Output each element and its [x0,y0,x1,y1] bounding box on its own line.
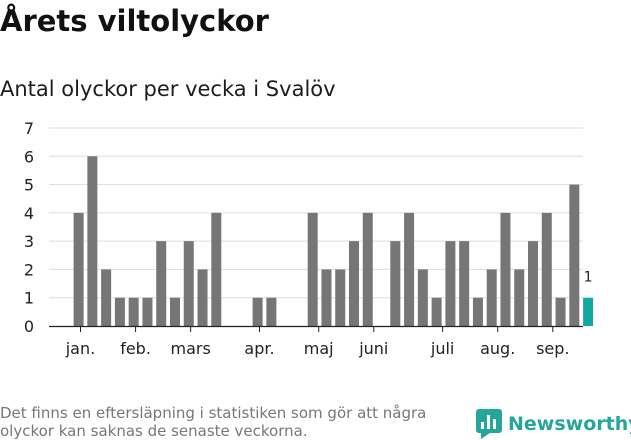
bar [500,212,511,326]
bar [156,241,167,326]
bar [211,212,222,326]
x-tick-label: aug. [480,339,515,358]
bar [87,156,98,326]
bar [528,241,539,326]
x-tick-label: apr. [244,339,274,358]
bar [362,212,373,326]
bar [142,297,153,326]
bar [445,241,456,326]
bar [390,241,401,326]
brand-logo[interactable]: Newsworthy [476,408,631,440]
bar [321,269,332,326]
bar [514,269,525,326]
x-tick-label: juli [430,339,454,358]
bar [73,212,84,326]
x-tick-label: jan. [65,339,95,358]
bar [404,212,415,326]
bar [472,297,483,326]
bar [307,212,318,326]
bar [183,241,194,326]
bar [128,297,139,326]
y-tick-label: 4 [24,204,34,223]
bar [335,269,346,326]
bar-chart: 0 1 2 3 4 5 6 7 1 jan. feb. mars apr. maj juni juli aug.… [24,119,594,358]
bar [101,269,112,326]
y-tick-label: 2 [24,260,34,279]
y-tick-label: 1 [24,289,34,308]
bar [417,269,428,326]
newsworthy-logo-icon [476,409,502,439]
bar [349,241,359,326]
chart-title: Årets viltolyckor [0,4,269,38]
bar [252,297,263,326]
y-tick-label: 5 [24,176,34,195]
y-tick-label: 7 [24,119,34,138]
bar [569,184,580,326]
x-tick-label: sep. [536,339,569,358]
x-tick-label: juni [358,339,388,358]
y-tick-label: 6 [24,147,34,166]
footnote: Det finns en eftersläpning i statistiken… [0,404,427,440]
bar [459,241,470,326]
x-tick-label: feb. [120,339,151,358]
x-tick-label: maj [304,339,334,358]
y-tick-label: 0 [24,317,34,336]
bar [541,212,552,326]
chart-subtitle: Antal olyckor per vecka i Svalöv [0,77,336,101]
bar [114,297,125,326]
brand-name: Newsworthy [508,413,631,435]
bar [486,269,497,326]
bar [169,297,180,326]
x-tick-label: mars [170,339,210,358]
bar [197,269,208,326]
highlight-bar [583,297,594,326]
data-label: 1 [584,270,593,286]
bar [431,297,442,326]
bar [555,297,566,326]
y-tick-label: 3 [24,232,34,251]
bar [266,297,277,326]
